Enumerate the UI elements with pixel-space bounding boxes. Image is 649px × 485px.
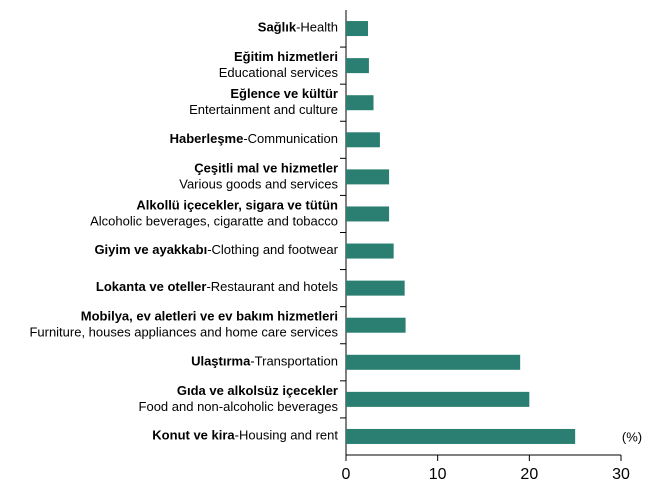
x-tick-label: 30 (612, 466, 630, 483)
x-unit-label: (%) (622, 429, 642, 444)
x-tick-label: 10 (429, 466, 447, 483)
category-label: Educational services (219, 65, 339, 80)
category-label: -Restaurant and hotels (206, 280, 338, 295)
category-label: Furniture, houses appliances and home ca… (29, 325, 338, 340)
category-label-bold: Mobilya, ev aletleri ve ev bakım hizmetl… (81, 309, 338, 324)
category-label-bold: Gıda ve alkolsüz içecekler (177, 383, 338, 398)
category-label-bold: Alkollü içecekler, sigara ve tütün (136, 197, 338, 212)
category-label-group: Ulaştırma-Transportation (191, 354, 338, 369)
category-label-bold: Eğlence ve kültür (230, 86, 338, 101)
category-label-bold: Giyim ve ayakkabı (94, 242, 207, 257)
bar (346, 280, 405, 296)
category-label: Alcoholic beverages, cigaratte and tobac… (90, 213, 338, 228)
category-label: Food and non-alcoholic beverages (139, 399, 339, 414)
bar (346, 354, 521, 370)
bar (346, 95, 374, 111)
category-label-bold: Konut ve kira (152, 428, 235, 443)
category-label-bold: Ulaştırma (191, 354, 251, 369)
category-label: -Communication (243, 131, 338, 146)
category-label-group: Sağlık-Health (258, 20, 338, 35)
category-label-bold: Haberleşme (170, 131, 244, 146)
category-label: -Clothing and footwear (207, 242, 338, 257)
category-label: Entertainment and culture (189, 102, 338, 117)
category-label: -Transportation (250, 354, 338, 369)
bar (346, 21, 368, 37)
category-label: -Housing and rent (235, 428, 339, 443)
x-tick-label: 20 (520, 466, 538, 483)
x-tick-label: 0 (342, 466, 351, 483)
category-label-group: Haberleşme-Communication (170, 131, 338, 146)
category-label: -Health (296, 20, 338, 35)
bar (346, 317, 406, 333)
category-label-bold: Lokanta ve oteller (96, 280, 207, 295)
bar (346, 206, 390, 222)
bar (346, 169, 390, 185)
category-label-group: Konut ve kira-Housing and rent (152, 428, 338, 443)
category-label-bold: Eğitim hizmetleri (234, 49, 338, 64)
bar (346, 132, 380, 148)
category-label-bold: Sağlık (258, 20, 297, 35)
bar (346, 243, 394, 259)
bar (346, 58, 369, 74)
bar (346, 391, 530, 407)
category-label: Various goods and services (179, 176, 338, 191)
category-label-group: Giyim ve ayakkabı-Clothing and footwear (94, 242, 338, 257)
category-label-group: Lokanta ve oteller-Restaurant and hotels (96, 280, 339, 295)
category-label-bold: Çeşitli mal ve hizmetler (194, 160, 338, 175)
bar (346, 428, 576, 444)
